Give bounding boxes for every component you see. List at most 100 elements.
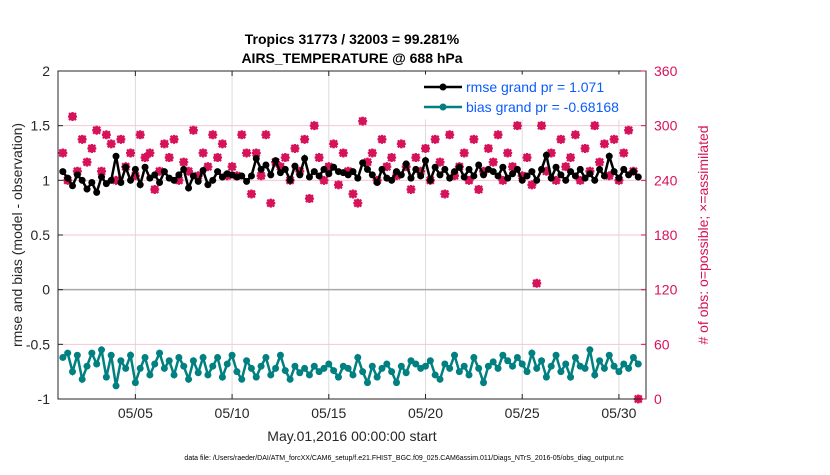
bias-point — [397, 362, 405, 370]
bias-point — [465, 371, 473, 379]
rmse-point — [581, 174, 589, 182]
obs-assimilated-point — [377, 134, 387, 144]
bias-point — [151, 360, 159, 368]
bias-point — [214, 353, 222, 361]
y-tick-label: 0 — [42, 282, 50, 298]
x-tick-label: 05/25 — [505, 405, 540, 421]
bias-point — [470, 353, 478, 361]
bias-point — [378, 364, 386, 372]
bias-point — [426, 357, 434, 365]
obs-assimilated-point — [353, 198, 363, 208]
y-right-tick-label: 0 — [654, 391, 662, 407]
obs-assimilated-point — [275, 162, 285, 172]
obs-assimilated-point — [396, 139, 406, 149]
bias-point — [165, 357, 173, 365]
rmse-point — [504, 174, 512, 182]
obs-assimilated-point — [227, 162, 237, 172]
obs-assimilated-point — [130, 171, 140, 181]
rmse-point — [615, 174, 623, 182]
bias-point — [359, 368, 367, 376]
bias-point — [402, 369, 410, 377]
rmse-point — [562, 176, 570, 184]
rmse-point — [310, 168, 318, 176]
bias-point — [59, 353, 67, 361]
rmse-point — [480, 171, 488, 179]
rmse-point — [325, 170, 333, 178]
y-tick-label: 0.5 — [31, 227, 51, 243]
bias-point — [189, 357, 197, 365]
rmse-point — [494, 172, 502, 180]
obs-assimilated-point — [440, 189, 450, 199]
obs-assimilated-point — [546, 148, 556, 158]
bias-point — [325, 360, 333, 368]
rmse-point — [518, 176, 526, 184]
rmse-point — [557, 171, 565, 179]
bias-point — [73, 351, 81, 359]
obs-assimilated-point — [193, 171, 203, 181]
bias-point — [354, 353, 362, 361]
obs-assimilated-point — [179, 157, 189, 167]
obs-assimilated-point — [411, 153, 421, 163]
obs-assimilated-point — [338, 148, 348, 158]
y-right-tick-label: 60 — [654, 336, 670, 352]
legend: rmse grand pr = 1.071 bias grand pr = -0… — [419, 74, 643, 120]
rmse-point — [470, 172, 478, 180]
bias-point — [291, 362, 299, 370]
bias-point — [494, 364, 502, 372]
bias-point — [528, 349, 536, 357]
obs-assimilated-point — [126, 148, 136, 158]
rmse-point — [460, 173, 468, 181]
bias-point — [610, 362, 618, 370]
rmse-point — [586, 170, 594, 178]
y-right-tick-label: 240 — [654, 172, 678, 188]
y-tick-label: -0.5 — [26, 336, 50, 352]
bias-point — [392, 379, 400, 387]
obs-assimilated-point — [430, 134, 440, 144]
x-tick-label: 05/10 — [215, 405, 250, 421]
bias-point — [363, 379, 371, 387]
rmse-point — [262, 161, 270, 169]
bias-point — [64, 349, 72, 357]
bias-point — [557, 368, 565, 376]
y-axis-right-label: # of obs: o=possible; ×=assimilated — [695, 125, 711, 344]
bias-point — [127, 351, 135, 359]
bias-point — [605, 351, 613, 359]
rmse-point — [552, 163, 560, 171]
bias-point — [446, 364, 454, 372]
obs-assimilated-point — [624, 125, 634, 135]
obs-assimilated-point — [493, 130, 503, 140]
rmse-point — [185, 184, 193, 192]
rmse-point — [509, 170, 517, 178]
y-right-tick-label: 360 — [654, 63, 678, 79]
obs-assimilated-point — [290, 143, 300, 153]
bias-point — [484, 362, 492, 370]
obs-assimilated-point — [566, 153, 576, 163]
rmse-point — [538, 165, 546, 173]
rmse-point — [291, 162, 299, 170]
obs-assimilated-point — [319, 175, 329, 185]
obs-assimilated-point — [256, 171, 266, 181]
bias-point — [272, 364, 280, 372]
bias-point — [301, 364, 309, 372]
obs-assimilated-point — [532, 278, 542, 288]
rmse-point — [180, 165, 188, 173]
y-tick-label: 2 — [42, 63, 50, 79]
bias-point — [634, 360, 642, 368]
rmse-point — [73, 171, 81, 179]
rmse-point — [189, 172, 197, 180]
rmse-point — [513, 165, 521, 173]
obs-assimilated-point — [348, 189, 358, 199]
bias-point — [388, 368, 396, 376]
bias-point — [117, 357, 125, 365]
rmse-point — [141, 163, 149, 171]
rmse-point — [600, 172, 608, 180]
bias-point — [518, 360, 526, 368]
legend-rmse-marker — [439, 83, 447, 91]
bias-point — [368, 362, 376, 370]
bias-point — [233, 368, 241, 376]
obs-assimilated-point — [498, 175, 508, 185]
obs-assimilated-point — [512, 121, 522, 131]
obs-assimilated-point — [595, 157, 605, 167]
